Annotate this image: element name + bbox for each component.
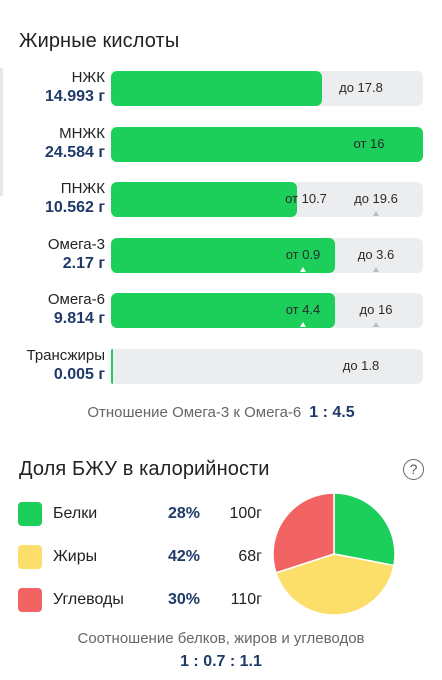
macro-grams: 110г	[230, 591, 262, 608]
pie-slice-carbs	[272, 492, 335, 574]
fatty-acid-value: 2.17 г	[62, 255, 105, 272]
fatty-acid-value: 10.562 г	[44, 199, 105, 216]
fatty-acid-name: МНЖК	[59, 125, 105, 142]
progress-fill	[111, 293, 335, 328]
min-norm-label: от 10.7	[285, 191, 327, 206]
fatty-acid-label: Омега-6 9.814 г	[48, 291, 105, 328]
fatty-acid-row: ПНЖК 10.562 г от 10.7 до 19.6	[0, 180, 442, 220]
fatty-acid-label: Омега-3 2.17 г	[48, 236, 105, 273]
macro-name: Белки	[53, 505, 98, 522]
macro-legend-item: Углеводы 30% 110г	[18, 588, 268, 614]
max-norm-label: до 1.8	[342, 358, 380, 373]
macro-name: Жиры	[53, 548, 98, 565]
macro-legend-item: Жиры 42% 68г	[18, 545, 268, 571]
min-norm-marker	[300, 267, 306, 272]
macro-legend-item: Белки 28% 100г	[18, 502, 268, 528]
fatty-acid-label: ПНЖК 10.562 г	[45, 180, 105, 217]
fatty-acid-name: НЖК	[71, 69, 105, 86]
macros-title: Доля БЖУ в калорийности	[19, 458, 270, 480]
progress-fill	[111, 349, 113, 384]
max-norm-marker	[373, 211, 379, 216]
max-norm-marker	[373, 267, 379, 272]
pie-slice-fat	[275, 553, 395, 616]
progress-track	[111, 349, 423, 384]
macros-ratio-value: 1 : 0.7 : 1.1	[180, 653, 262, 670]
min-norm-label: от 16	[353, 136, 385, 151]
omega-ratio: Отношение Омега-3 к Омега-6 1 : 4.5	[0, 404, 442, 422]
help-icon[interactable]: ?	[403, 459, 424, 480]
fatty-acid-label: Трансжиры 0.005 г	[27, 347, 106, 384]
fatty-acid-row: МНЖК 24.584 г от 16	[0, 125, 442, 165]
macro-percent: 42%	[168, 548, 201, 565]
macro-color-swatch	[18, 502, 42, 526]
min-norm-label: от 0.9	[285, 247, 321, 262]
max-norm-label: до 3.6	[357, 247, 395, 262]
max-norm-marker	[373, 322, 379, 327]
macro-grams: 68г	[238, 548, 262, 565]
fatty-acids-title: Жирные кислоты	[19, 30, 180, 52]
progress-fill	[111, 127, 423, 162]
progress-fill	[111, 238, 335, 273]
fatty-acid-value: 0.005 г	[53, 366, 105, 383]
fatty-acid-value: 14.993 г	[44, 88, 105, 105]
fatty-acid-value: 9.814 г	[53, 310, 105, 327]
fatty-acid-row: Омега-3 2.17 г от 0.9 до 3.6	[0, 236, 442, 276]
fatty-acid-label: НЖК 14.993 г	[45, 69, 105, 106]
macro-color-swatch	[18, 545, 42, 569]
macro-percent: 28%	[168, 505, 201, 522]
macro-percent: 30%	[168, 591, 201, 608]
progress-fill	[111, 182, 297, 217]
fatty-acid-name: Омега-3	[47, 236, 105, 253]
macros-pie-chart	[272, 492, 396, 616]
scroll-edge-indicator	[0, 68, 3, 196]
fatty-acid-label: МНЖК 24.584 г	[45, 125, 105, 162]
fatty-acid-name: Трансжиры	[26, 347, 106, 364]
max-norm-label: до 17.8	[339, 80, 383, 95]
fatty-acid-row: Трансжиры 0.005 г до 1.8	[0, 347, 442, 387]
max-norm-label: до 16	[359, 302, 393, 317]
fatty-acid-name: Омега-6	[47, 291, 105, 308]
fatty-acid-name: ПНЖК	[60, 180, 105, 197]
macro-name: Углеводы	[53, 591, 124, 608]
pie-slice-protein	[333, 492, 396, 567]
max-norm-label: до 19.6	[354, 191, 398, 206]
macro-grams: 100г	[229, 505, 262, 522]
fatty-acid-row: Омега-6 9.814 г от 4.4 до 16	[0, 291, 442, 331]
fatty-acid-value: 24.584 г	[44, 144, 105, 161]
omega-ratio-label: Отношение Омега-3 к Омега-6	[87, 404, 302, 421]
min-norm-marker	[300, 322, 306, 327]
progress-fill	[111, 71, 322, 106]
omega-ratio-value: 1 : 4.5	[309, 404, 355, 421]
macro-color-swatch	[18, 588, 42, 612]
macros-ratio-label: Соотношение белков, жиров и углеводов	[77, 630, 365, 647]
min-norm-label: от 4.4	[285, 302, 321, 317]
fatty-acid-row: НЖК 14.993 г до 17.8	[0, 69, 442, 109]
